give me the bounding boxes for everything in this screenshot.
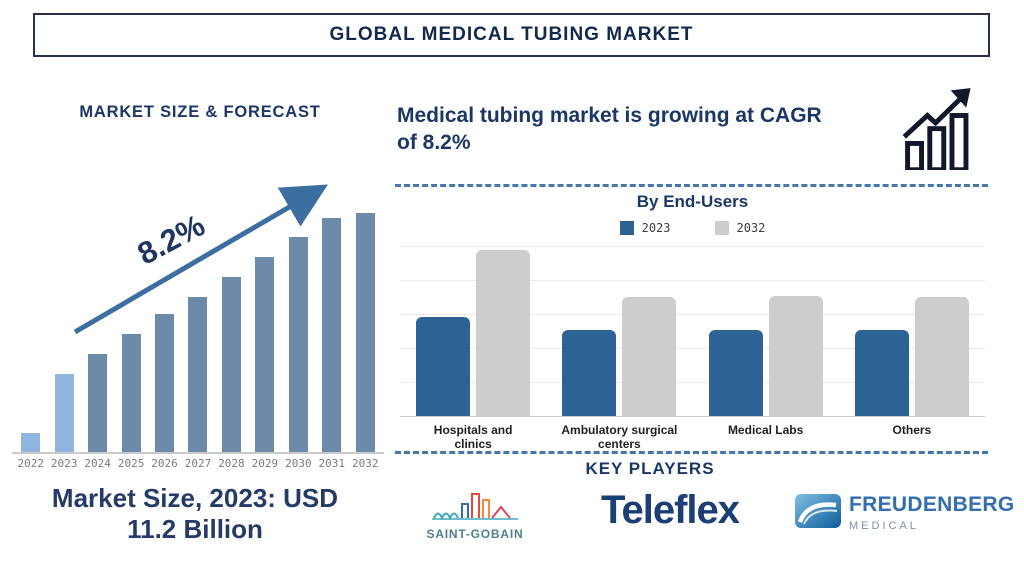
cagr-heading-line2: of 8.2% [397,131,471,155]
saint-gobain-wordmark: SAINT-GOBAIN [426,527,524,541]
end-users-category-labels: Hospitals and clinics Ambulatory surgical… [400,423,985,452]
forecast-bar-column-2023 [47,180,80,452]
forecast-bar-2026 [155,314,175,452]
freudenberg-logo: FREUDENBERG MEDICAL [795,494,1014,532]
forecast-year-label-2030: 2030 [285,457,312,470]
forecast-bar-column-2029 [248,180,281,452]
legend-label-2023: 2023 [641,221,671,235]
teleflex-logo: Teleflex [570,488,770,533]
forecast-year-label-2031: 2031 [318,457,346,470]
end-users-bar-chart [400,245,985,417]
end-users-bar-2032-3 [768,296,823,416]
forecast-year-label-2023: 2023 [50,457,78,470]
legend-swatch-2023 [619,221,634,235]
page-title: GLOBAL MEDICAL TUBING MARKET [329,24,694,45]
key-players-title: KEY PLAYERS [585,459,715,478]
forecast-bar-column-2025 [114,180,147,452]
forecast-bar-2032 [355,213,375,452]
forecast-bar-column-2027 [181,180,214,452]
freudenberg-wordmark: FREUDENBERG [849,493,1015,516]
end-users-group-2 [546,245,692,416]
forecast-bar-column-2028 [215,180,248,452]
end-users-category-label-4: Others [892,423,932,437]
forecast-year-label-2032: 2032 [352,457,379,470]
bar-growth-icon [902,88,971,170]
end-users-bar-2032-1 [476,250,531,416]
forecast-year-label-2029: 2029 [251,457,279,470]
legend-swatch-2032 [714,221,729,235]
freudenberg-wave-icon [795,494,841,528]
teleflex-wordmark: Teleflex [601,488,740,532]
market-size-caption-line2: 11.2 Billion [127,514,263,545]
dashed-separator-bottom [395,451,988,454]
market-size-caption-line1: Market Size, 2023: USD [51,483,339,513]
forecast-bar-column-2030 [282,180,315,452]
saint-gobain-skyline-icon [432,493,518,521]
forecast-bar-2028 [221,277,241,452]
forecast-bar-2029 [255,257,275,452]
page-title-box: GLOBAL MEDICAL TUBING MARKET [33,13,990,57]
forecast-bar-column-2024 [81,180,114,452]
forecast-bar-2023 [54,374,74,452]
cagr-heading-line1: Medical tubing market is growing at CAGR [397,104,822,127]
forecast-bar-2027 [188,297,208,452]
market-size-caption: Market Size, 2023: USD 11.2 Billion [15,483,375,545]
end-users-bar-2032-4 [914,297,969,416]
by-end-users-title: By End-Users [636,192,749,211]
forecast-bar-2030 [288,237,308,452]
end-users-category-label-3: Medical Labs [727,423,804,437]
forecast-bar-2025 [121,334,141,452]
freudenberg-medical-label: MEDICAL [849,520,919,532]
legend-item-2032: 2032 [714,221,766,235]
cagr-heading: Medical tubing market is growing at CAGR… [397,102,897,157]
forecast-bar-column-2031 [315,180,348,452]
market-size-forecast-heading: MARKET SIZE & FORECAST [79,103,321,121]
end-users-bar-2023-4 [854,330,909,416]
forecast-year-label-2028: 2028 [218,457,245,470]
forecast-year-label-2027: 2027 [184,457,212,470]
forecast-year-axis: 2022 2023 2024 2025 2026 2027 2028 2029 2030 2031… [12,457,384,470]
end-users-group-4 [839,245,985,416]
legend-item-2023: 2023 [619,221,671,235]
end-users-group-1 [400,245,546,416]
saint-gobain-logo: SAINT-GOBAIN [420,488,530,541]
key-players-logos: SAINT-GOBAIN Teleflex FREUDENBERG MEDICA… [400,486,1015,556]
end-users-bar-2023-2 [562,330,617,416]
forecast-year-label-2022: 2022 [17,457,44,470]
legend-label-2032: 2032 [736,221,766,235]
forecast-bar-column-2032 [349,180,382,452]
freudenberg-text: FREUDENBERG MEDICAL [849,494,1014,532]
end-users-bar-2023-3 [708,330,763,416]
end-users-category-label-2: Ambulatory surgical centers [561,423,678,452]
end-users-group-3 [693,245,839,416]
end-users-category-label-1: Hospitals and clinics [433,423,513,452]
forecast-year-label-2025: 2025 [117,457,145,470]
forecast-year-label-2026: 2026 [151,457,178,470]
forecast-bar-2031 [322,218,342,452]
forecast-year-label-2024: 2024 [84,457,111,470]
forecast-bar-column-2022 [14,180,47,452]
end-users-bar-2023-1 [416,317,471,416]
end-users-legend: 2023 2032 [400,221,985,235]
dashed-separator-top [395,184,988,187]
forecast-bar-2022 [21,433,41,452]
forecast-bar-column-2026 [148,180,181,452]
forecast-bar-2024 [88,354,108,452]
end-users-bar-2032-2 [622,297,677,416]
